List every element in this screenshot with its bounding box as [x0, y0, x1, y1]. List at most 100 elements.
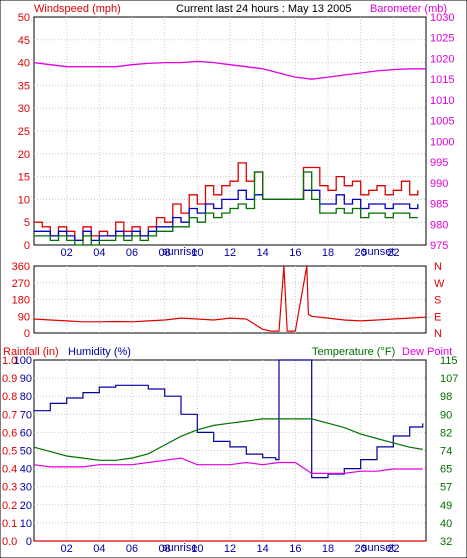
windspeed-tick-label: 45 [18, 35, 30, 47]
humidity-tick-label: 100 [14, 355, 32, 367]
temperature-tick-label: 40 [440, 518, 452, 530]
compass-tick-label: N [434, 261, 442, 273]
climate-hour-label: 14 [257, 543, 269, 555]
windspeed-tick-label: 35 [18, 80, 30, 92]
temperature-tick-label: 82 [440, 427, 452, 439]
windspeed-tick-label: 5 [24, 217, 30, 229]
barometer-tick-label: 1030 [430, 12, 454, 24]
sunrise-label-top: sunrise [162, 246, 197, 258]
windspeed-tick-label: 40 [18, 58, 30, 70]
barometer-tick-label: 1020 [430, 53, 454, 65]
climate-hour-label: 20 [355, 543, 367, 555]
rainfall-tick-label: 0.9 [2, 373, 17, 385]
humidity-tick-label: 20 [20, 500, 32, 512]
windspeed-axis-title: Windspeed (mph) [34, 3, 121, 15]
temperature-tick-label: 32 [440, 536, 452, 548]
barometer-tick-label: 1010 [430, 95, 454, 107]
wind-hour-label: 16 [289, 247, 301, 259]
humidity-tick-label: 40 [20, 464, 32, 476]
rainfall-tick-label: 1.0 [2, 355, 17, 367]
wind-direction-series-line [33, 265, 427, 332]
direction-tick-label: 360 [12, 261, 30, 273]
rainfall-tick-label: 0.8 [2, 391, 17, 403]
climate-hour-label: 10 [191, 543, 203, 555]
wind-hour-label: 08 [159, 247, 171, 259]
temperature-tick-label: 49 [440, 500, 452, 512]
dewpoint-axis-title: Dew Point [402, 346, 452, 358]
compass-tick-label: E [434, 311, 441, 323]
barometer-series-line [33, 60, 426, 80]
rainfall-tick-label: 0.3 [2, 482, 17, 494]
sunset-label-bottom: sunset [362, 542, 394, 554]
humidity-series-line [34, 359, 424, 479]
rainfall-tick-label: 0.1 [2, 518, 17, 530]
wind-hour-label: 02 [61, 247, 73, 259]
temperature-tick-label: 65 [440, 464, 452, 476]
barometer-tick-label: 980 [430, 219, 448, 231]
barometer-tick-label: 1005 [430, 116, 454, 128]
compass-tick-label: S [434, 295, 441, 307]
temperature-tick-label: 90 [440, 409, 452, 421]
wind-hour-label: 12 [224, 247, 236, 259]
rainfall-axis-title: Rainfall (in) [3, 346, 59, 358]
windspeed-tick-label: 0 [24, 240, 30, 252]
temperature-tick-label: 74 [440, 446, 452, 458]
temperature-series-line [33, 418, 423, 461]
humidity-tick-label: 50 [20, 446, 32, 458]
climate-hour-label: 02 [61, 543, 73, 555]
wind-hour-label: 14 [257, 247, 269, 259]
compass-tick-label: N [434, 328, 442, 340]
sunset-label-top: sunset [362, 246, 394, 258]
direction-tick-label: 180 [12, 295, 30, 307]
barometer-tick-label: 975 [430, 240, 448, 252]
temperature-tick-label: 57 [440, 482, 452, 494]
climate-hour-label: 12 [224, 543, 236, 555]
humidity-axis-title: Humidity (%) [68, 346, 131, 358]
wind-hour-label: 20 [355, 247, 367, 259]
humidity-tick-label: 0 [26, 536, 32, 548]
sunrise-label-bottom: sunrise [162, 542, 197, 554]
humidity-tick-label: 30 [20, 482, 32, 494]
rainfall-tick-label: 0.4 [2, 464, 17, 476]
humidity-tick-label: 10 [20, 518, 32, 530]
climate-hour-label: 04 [93, 543, 105, 555]
wind-speed-series-line [34, 189, 419, 242]
climate-hour-label: 22 [387, 543, 399, 555]
windspeed-tick-label: 15 [18, 172, 30, 184]
barometer-tick-label: 1015 [430, 74, 454, 86]
compass-tick-label: W [434, 278, 445, 290]
barometer-tick-label: 985 [430, 199, 448, 211]
windspeed-tick-label: 25 [18, 126, 30, 138]
humidity-tick-label: 80 [20, 391, 32, 403]
humidity-tick-label: 90 [20, 373, 32, 385]
windspeed-tick-label: 50 [18, 12, 30, 24]
barometer-axis-title: Barometer (mb) [370, 3, 447, 15]
wind-hour-label: 10 [191, 247, 203, 259]
gust-series-line [34, 162, 419, 242]
rainfall-tick-label: 0.7 [2, 409, 17, 421]
temperature-tick-label: 98 [440, 391, 452, 403]
direction-tick-label: 270 [12, 278, 30, 290]
wind-hour-label: 06 [126, 247, 138, 259]
wind-hour-label: 18 [322, 247, 334, 259]
humidity-tick-label: 60 [20, 427, 32, 439]
temperature-axis-title: Temperature (°F) [312, 346, 395, 358]
average-series-line [34, 171, 418, 246]
windspeed-tick-label: 30 [18, 103, 30, 115]
climate-hour-label: 08 [159, 543, 171, 555]
wind-hour-label: 04 [93, 247, 105, 259]
barometer-tick-label: 1000 [430, 136, 454, 148]
wind-hour-label: 22 [387, 247, 399, 259]
chart-title: Current last 24 hours : May 13 2005 [176, 3, 351, 15]
climate-hour-label: 06 [126, 543, 138, 555]
direction-tick-label: 0 [24, 328, 30, 340]
rainfall-tick-label: 0.5 [2, 446, 17, 458]
barometer-tick-label: 1025 [430, 33, 454, 45]
rainfall-tick-label: 0.2 [2, 500, 17, 512]
barometer-tick-label: 995 [430, 157, 448, 169]
humidity-tick-label: 70 [20, 409, 32, 421]
dew-point-series-line [33, 457, 423, 474]
direction-tick-label: 90 [18, 311, 30, 323]
